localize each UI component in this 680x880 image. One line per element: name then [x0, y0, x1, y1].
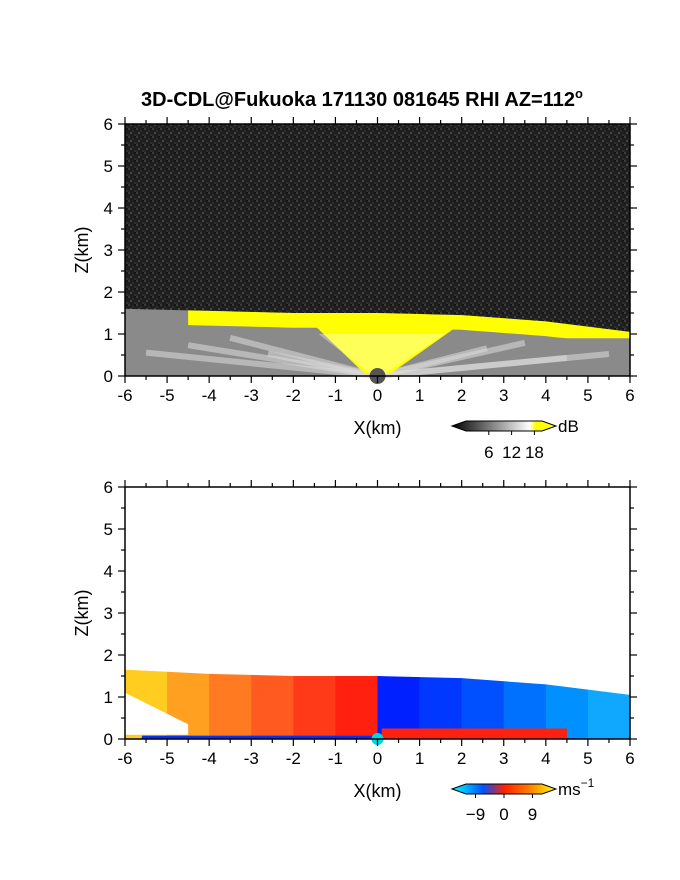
y-tick-label: 0: [104, 730, 113, 749]
x-tick-label: 2: [457, 386, 466, 405]
colorbar-tick-label: 9: [528, 805, 537, 824]
colorbar-unit: ms−1: [558, 776, 595, 799]
x-tick-label: -2: [286, 386, 301, 405]
y-axis-title: Z(km): [72, 590, 92, 637]
colorbar: 6 12 18 dB: [450, 417, 579, 462]
y-tick-label: 1: [104, 688, 113, 707]
x-tick-label: -6: [117, 749, 132, 768]
y-tick-label: 6: [104, 115, 113, 134]
x-tick-label: -5: [160, 749, 175, 768]
positive-velocity-band: [209, 669, 253, 739]
x-tick-label: -4: [202, 749, 217, 768]
x-tick-label: 5: [583, 386, 592, 405]
x-tick-label: 6: [625, 386, 634, 405]
y-tick-label: 3: [104, 604, 113, 623]
no-data-gap: [125, 692, 189, 735]
x-tick-label: -3: [244, 386, 259, 405]
y-axis-title: Z(km): [72, 227, 92, 274]
colorbar-tick-label: −9: [466, 805, 485, 824]
figure-title: 3D-CDL@Fukuoka 171130 081645 RHI AZ=112o: [141, 86, 583, 111]
colorbar-unit: dB: [558, 417, 579, 436]
ground-clutter-strip: [141, 735, 378, 739]
negative-velocity-band: [545, 669, 589, 739]
x-tick-label: 4: [541, 386, 550, 405]
y-tick-label: 4: [104, 199, 113, 218]
x-tick-label: 5: [583, 749, 592, 768]
x-tick-label: -6: [117, 386, 132, 405]
positive-velocity-band: [335, 669, 379, 739]
negative-velocity-band: [419, 669, 463, 739]
x-tick-label: 3: [499, 386, 508, 405]
colorbar: −9 0 9 ms−1: [450, 776, 595, 824]
signal-streak: [376, 339, 526, 379]
colorbar-tick-label: 6: [484, 443, 493, 462]
colorbar-scale: [450, 783, 558, 795]
colorbar-tick-label: 12: [502, 443, 521, 462]
y-tick-label: 1: [104, 325, 113, 344]
y-tick-label: 4: [104, 562, 113, 581]
x-tick-label: -4: [202, 386, 217, 405]
x-tick-label: -1: [328, 749, 343, 768]
signal-streak: [377, 351, 610, 379]
x-tick-label: -2: [286, 749, 301, 768]
x-axis-title: X(km): [354, 781, 402, 801]
y-tick-label: 0: [104, 367, 113, 386]
y-tick-label: 5: [104, 520, 113, 539]
y-tick-label: 3: [104, 241, 113, 260]
x-tick-label: -1: [328, 386, 343, 405]
velocity-panel: -6 -5 -4 -3 -2 -1 0 1 2 3 4 5 6 0 1 2 3 4 5 6 X(km) Z(km) −9 0 9…: [72, 478, 637, 824]
velocity-field: [125, 669, 630, 739]
negative-velocity-band: [503, 669, 547, 739]
ground-clutter-strip: [381, 728, 567, 739]
x-tick-label: -3: [244, 749, 259, 768]
high-snr-fan: [301, 313, 471, 374]
negative-velocity-band: [587, 669, 630, 739]
y-tick-label: 2: [104, 646, 113, 665]
colorbar-tick-label: 18: [525, 443, 544, 462]
x-tick-label: 3: [499, 749, 508, 768]
x-tick-label: 2: [457, 749, 466, 768]
y-tick-label: 6: [104, 478, 113, 497]
signal-streak: [267, 350, 379, 379]
x-tick-label: 0: [373, 386, 382, 405]
colorbar-scale: [450, 420, 558, 432]
fan-core: [318, 334, 445, 376]
negative-velocity-band: [377, 669, 421, 739]
x-tick-label: 6: [625, 749, 634, 768]
x-tick-label: 0: [373, 749, 382, 768]
x-tick-label: 1: [415, 386, 424, 405]
x-tick-label: 4: [541, 749, 550, 768]
y-tick-label: 2: [104, 283, 113, 302]
negative-velocity-band: [461, 669, 505, 739]
colorbar-tick-label: 0: [499, 805, 508, 824]
y-tick-label: 5: [104, 157, 113, 176]
x-tick-label: 1: [415, 749, 424, 768]
positive-velocity-band: [251, 669, 295, 739]
x-axis-title: X(km): [354, 418, 402, 438]
positive-velocity-band: [293, 669, 337, 739]
x-tick-label: -5: [160, 386, 175, 405]
